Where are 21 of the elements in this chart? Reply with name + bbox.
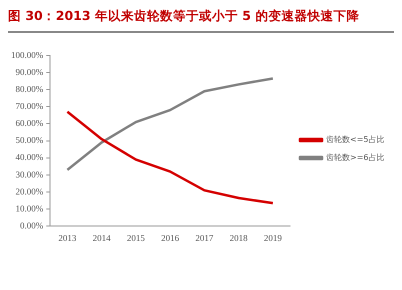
y-tick-label: 0.00% [20,220,44,231]
x-tick-label: 2015 [126,232,146,243]
y-tick-label: 30.00% [15,169,44,180]
y-tick-label: 60.00% [15,118,44,128]
y-tick-label: 10.00% [15,203,44,214]
y-tick-label: 90.00% [15,66,44,77]
x-tick-label: 2013 [58,232,77,243]
chart-title: 图 30：2013 年以来齿轮数等于或小于 5 的变速器快速下降 [8,8,394,33]
y-tick-label: 20.00% [15,186,44,196]
legend-label: 齿轮数>=6占比 [326,153,384,162]
x-tick-label: 2014 [92,232,112,243]
x-tick-label: 2016 [161,232,180,243]
x-tick-label: 2018 [230,232,248,243]
y-tick-label: 80.00% [15,84,44,94]
y-tick-label: 50.00% [15,135,44,146]
y-tick-label: 70.00% [15,101,44,111]
x-tick-label: 2019 [264,232,282,243]
legend-label: 齿轮数<=5占比 [326,135,384,144]
y-tick-label: 100.00% [10,50,44,60]
x-tick-label: 2017 [195,232,214,243]
y-tick-label: 40.00% [15,152,44,162]
